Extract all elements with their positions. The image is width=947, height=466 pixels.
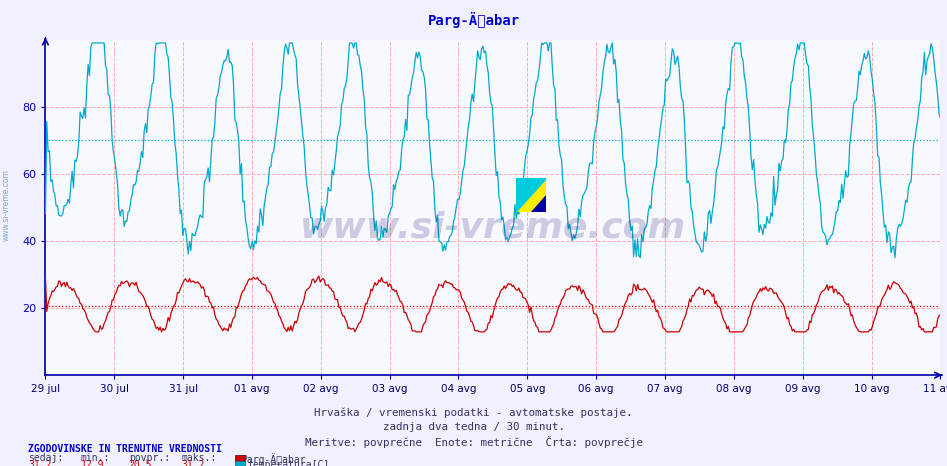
Polygon shape <box>516 178 546 212</box>
Text: Parg-Äabar: Parg-Äabar <box>427 12 520 27</box>
Text: 12,9: 12,9 <box>80 460 104 466</box>
Text: Hrvaška / vremenski podatki - avtomatske postaje.: Hrvaška / vremenski podatki - avtomatske… <box>314 408 633 418</box>
Text: www.si-vreme.com: www.si-vreme.com <box>300 211 686 245</box>
Text: zadnja dva tedna / 30 minut.: zadnja dva tedna / 30 minut. <box>383 422 564 432</box>
Text: 31,2: 31,2 <box>28 460 52 466</box>
Polygon shape <box>516 178 546 212</box>
Text: www.si-vreme.com: www.si-vreme.com <box>2 169 11 241</box>
Polygon shape <box>531 195 546 212</box>
Text: temperatura[C]: temperatura[C] <box>247 460 330 466</box>
Text: sedaj:: sedaj: <box>28 453 63 463</box>
Text: 20,5: 20,5 <box>129 460 152 466</box>
Text: 31,2: 31,2 <box>182 460 205 466</box>
Text: maks.:: maks.: <box>182 453 217 463</box>
Text: ZGODOVINSKE IN TRENUTNE VREDNOSTI: ZGODOVINSKE IN TRENUTNE VREDNOSTI <box>28 444 223 453</box>
Text: min.:: min.: <box>80 453 110 463</box>
Text: povpr.:: povpr.: <box>129 453 170 463</box>
Text: Parg-Äabar: Parg-Äabar <box>241 453 306 465</box>
Text: Meritve: povprečne  Enote: metrične  Črta: povprečje: Meritve: povprečne Enote: metrične Črta:… <box>305 436 642 448</box>
